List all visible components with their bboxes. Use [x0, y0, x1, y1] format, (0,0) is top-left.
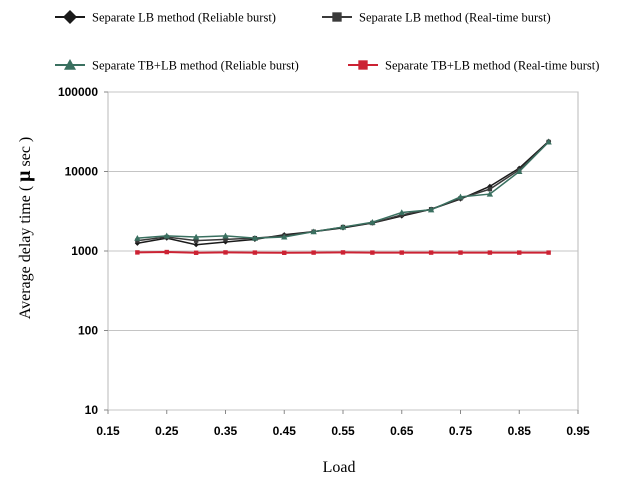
data-point [222, 232, 229, 239]
legend-label: Separate LB method (Reliable burst) [92, 11, 276, 25]
legend-item-3: Separate TB+LB method (Reliable burst) [55, 59, 299, 73]
data-point [487, 250, 493, 255]
x-tick-label: 0.85 [508, 424, 532, 438]
legend-label: Separate TB+LB method (Real-time burst) [385, 59, 599, 73]
data-point [427, 206, 435, 213]
data-point [310, 228, 317, 235]
data-point [486, 190, 494, 197]
y-tick-label: 1000 [71, 244, 98, 258]
data-point [193, 242, 199, 248]
data-point [339, 223, 347, 230]
legend: Separate LB method (Reliable burst) Separ… [55, 10, 599, 73]
series-3 [134, 138, 552, 241]
data-point [164, 249, 169, 255]
y-axis-title-mu: μ [13, 170, 35, 182]
data-point [428, 250, 434, 255]
y-axis-title: Average delay time ( μ sec ) [13, 137, 35, 320]
x-axis-title: Load [323, 459, 356, 476]
data-point [163, 232, 170, 239]
data-point [545, 138, 552, 145]
data-point [223, 237, 228, 242]
data-point [457, 193, 464, 200]
y-tick-label: 10 [85, 403, 99, 417]
y-axis-title-part: sec ) [17, 137, 34, 171]
x-axis-ticks: 0.15 0.25 0.35 0.45 0.55 0.65 0.75 0.85 0.95 [96, 410, 590, 438]
x-tick-label: 0.15 [96, 424, 120, 438]
x-tick-label: 0.25 [155, 424, 179, 438]
series-group [134, 138, 552, 255]
data-point [252, 250, 258, 255]
data-point [135, 250, 140, 255]
y-axis-ticks: 10 100 1000 10000 100000 [58, 85, 108, 417]
y-tick-label: 100000 [58, 85, 98, 99]
x-tick-label: 0.35 [214, 424, 238, 438]
series-4 [135, 249, 551, 255]
x-tick-label: 0.75 [449, 424, 473, 438]
legend-item-4: Separate TB+LB method (Real-time burst) [348, 59, 599, 73]
data-point [193, 238, 199, 243]
data-point [223, 250, 228, 255]
legend-label: Separate LB method (Real-time burst) [359, 11, 551, 25]
y-tick-label: 10000 [65, 165, 99, 179]
legend-swatch-marker [358, 60, 368, 70]
data-point [193, 250, 199, 255]
data-point [458, 250, 463, 255]
legend-swatch-marker [332, 12, 342, 22]
legend-item-2: Separate LB method (Real-time burst) [322, 11, 551, 25]
x-tick-label: 0.95 [566, 424, 590, 438]
plot-area: 10 100 1000 10000 100000 0.15 0.25 0.35 0.45 0.5… [58, 85, 590, 438]
data-point [251, 234, 259, 241]
data-point [282, 250, 287, 255]
data-point [281, 233, 288, 240]
data-point [546, 250, 551, 255]
legend-swatch-marker [64, 59, 76, 70]
x-tick-label: 0.55 [331, 424, 355, 438]
data-point [516, 168, 523, 175]
x-tick-label: 0.45 [273, 424, 297, 438]
data-point [340, 250, 346, 255]
data-point [192, 233, 200, 240]
y-tick-label: 100 [78, 324, 98, 338]
data-point [311, 250, 316, 255]
data-point [398, 209, 405, 216]
legend-item-1: Separate LB method (Reliable burst) [55, 10, 276, 25]
legend-label: Separate TB+LB method (Reliable burst) [92, 59, 299, 73]
y-axis-title-part: Average delay time ( [17, 182, 34, 319]
data-point [134, 234, 141, 241]
legend-swatch-marker [63, 10, 77, 24]
data-point [517, 250, 522, 255]
data-point [487, 186, 493, 192]
x-tick-label: 0.65 [390, 424, 414, 438]
data-point [370, 250, 375, 255]
data-point [399, 250, 404, 255]
data-point [369, 219, 376, 225]
